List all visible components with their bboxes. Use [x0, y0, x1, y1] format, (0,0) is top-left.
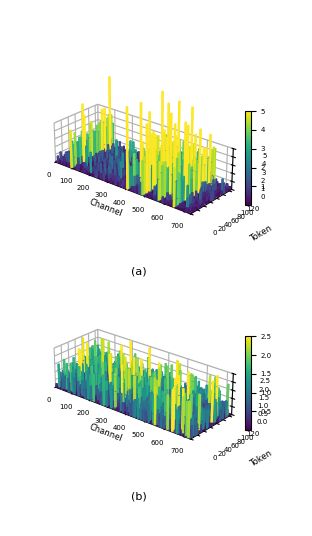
X-axis label: Channel: Channel	[87, 197, 123, 218]
Y-axis label: Token: Token	[248, 449, 274, 468]
Text: (b): (b)	[131, 492, 147, 502]
Text: (a): (a)	[131, 266, 146, 277]
Y-axis label: Token: Token	[248, 224, 274, 243]
X-axis label: Channel: Channel	[87, 422, 123, 443]
